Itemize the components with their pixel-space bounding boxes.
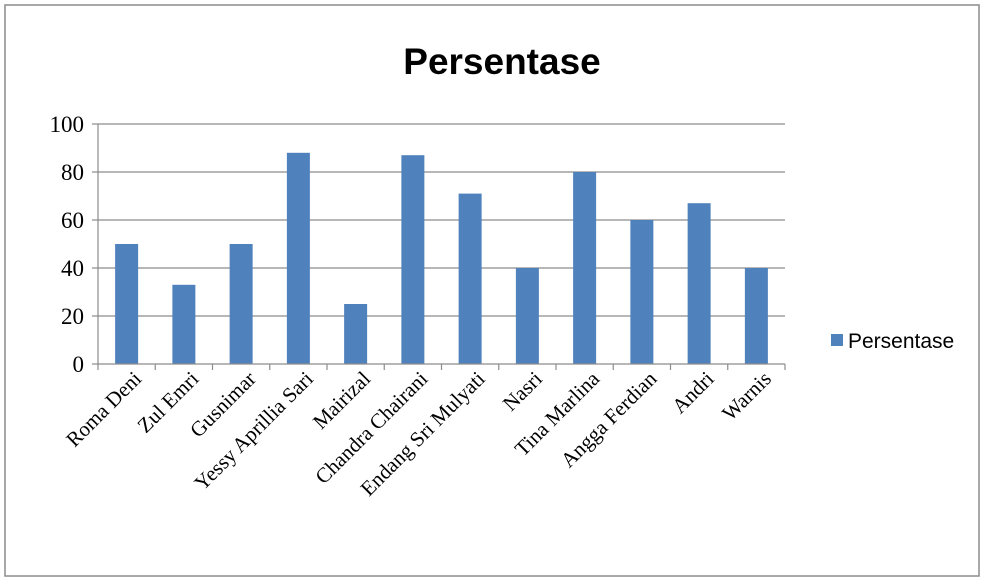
bar: [458, 193, 482, 364]
bar: [630, 220, 654, 364]
legend-swatch: [831, 334, 843, 346]
y-tick-label: 40: [61, 256, 84, 281]
legend: Persentase: [831, 330, 954, 353]
chart-title: Persentase: [403, 41, 600, 82]
bar: [687, 203, 711, 364]
bar: [229, 244, 253, 364]
bars: [115, 152, 768, 364]
bar: [744, 268, 768, 364]
gridlines: [98, 123, 785, 317]
y-tick-label: 0: [73, 352, 85, 377]
y-tick-labels: 0 20 40 60 80 100: [50, 112, 85, 377]
y-tick-label: 20: [61, 304, 84, 329]
bar: [515, 268, 539, 364]
axes: [92, 123, 786, 370]
bar: [344, 304, 368, 364]
bar: [573, 172, 597, 364]
bar: [401, 155, 425, 364]
y-tick-label: 100: [50, 112, 85, 137]
bar: [172, 284, 196, 364]
bar: [115, 244, 139, 364]
y-tick-label: 60: [61, 208, 84, 233]
y-tick-label: 80: [61, 160, 84, 185]
legend-label: Persentase: [848, 330, 954, 353]
chart-border: [4, 4, 980, 577]
bar: [286, 152, 310, 364]
